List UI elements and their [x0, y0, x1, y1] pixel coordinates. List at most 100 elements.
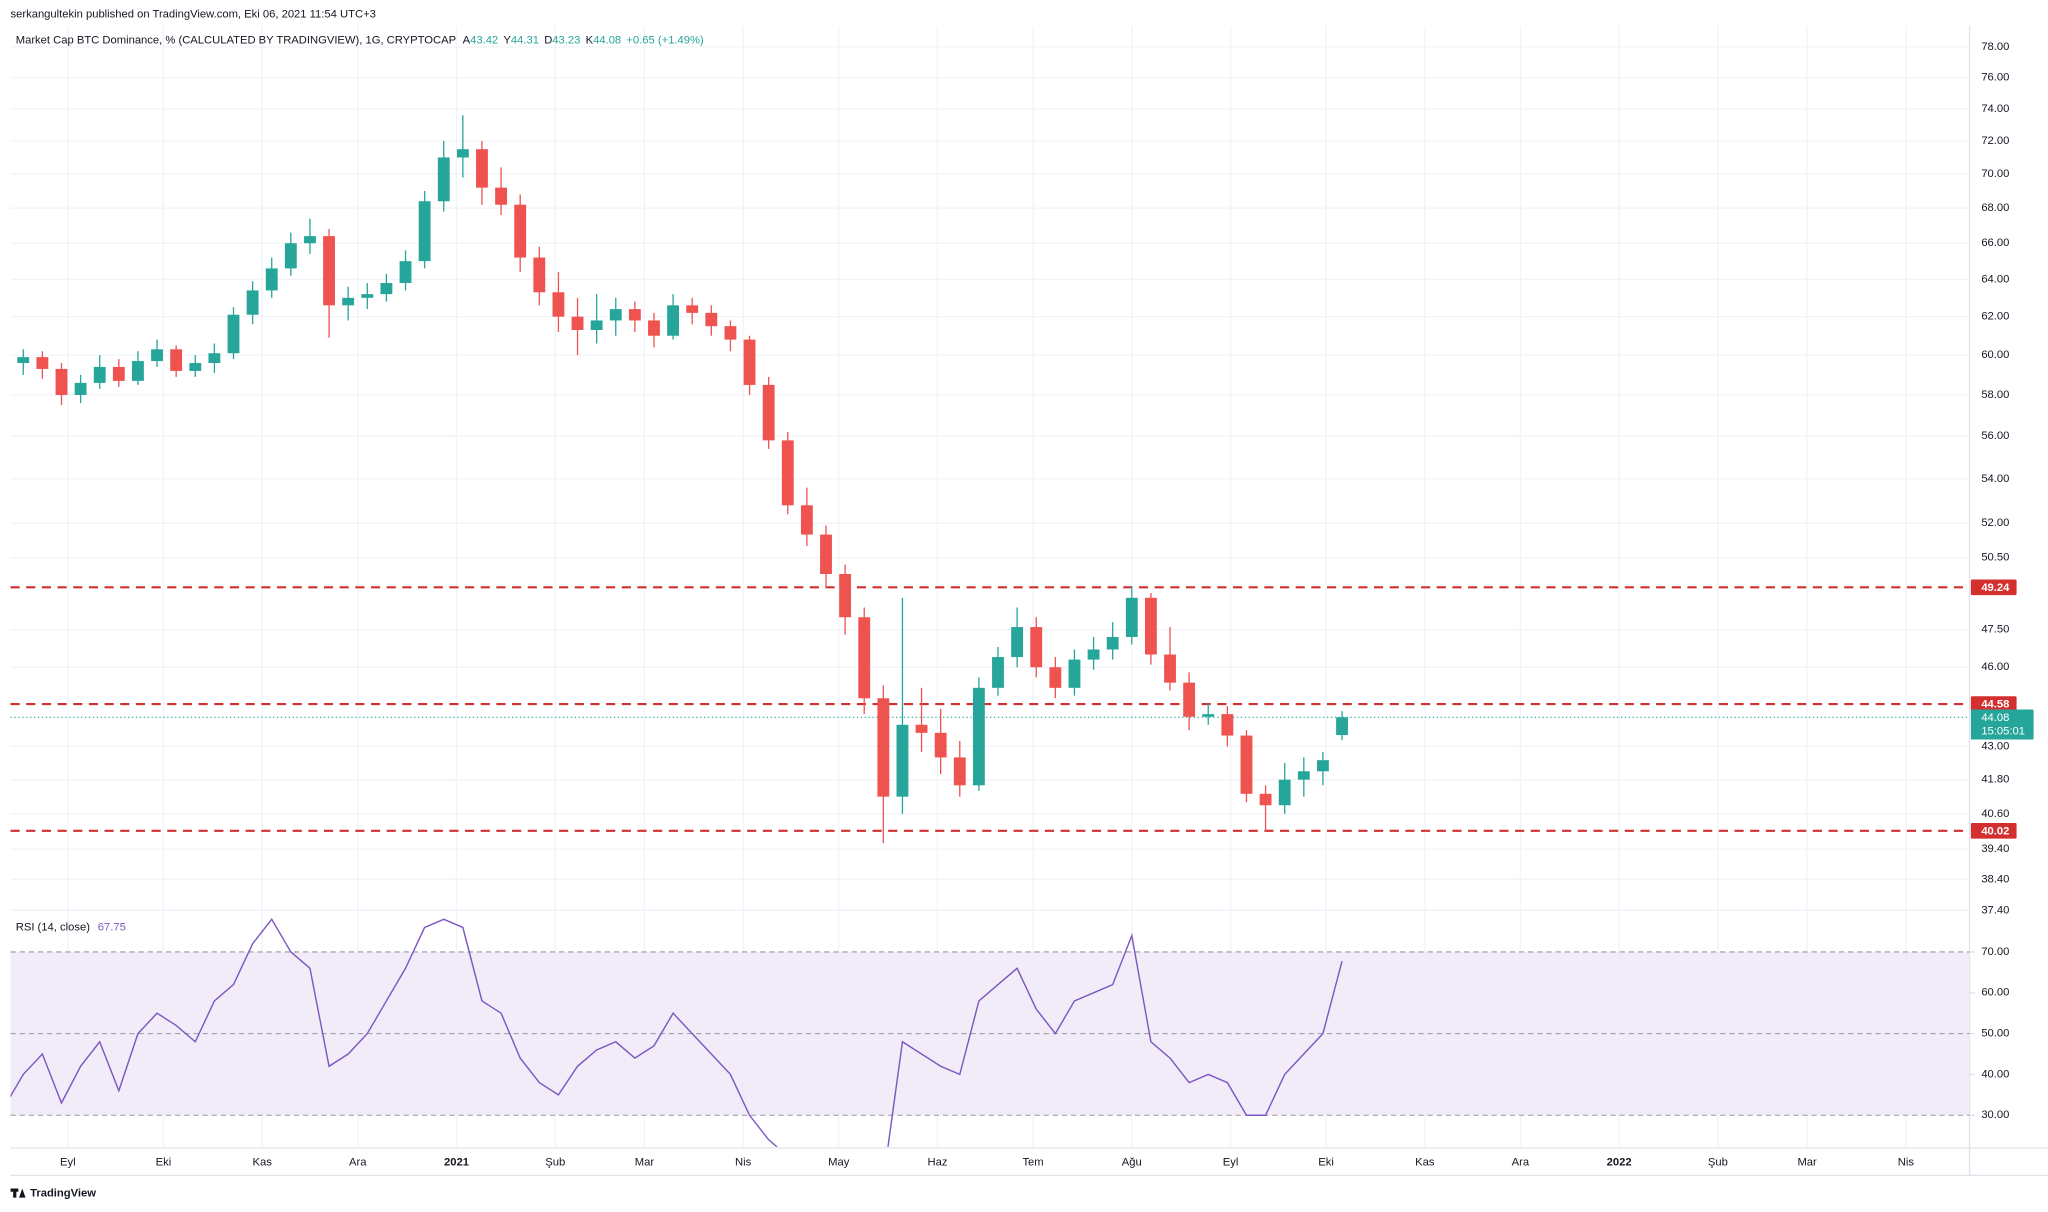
x-tick-label: Ara	[1512, 1156, 1530, 1168]
candle-body	[132, 361, 144, 381]
candle-body	[648, 320, 660, 336]
brand-logo	[10, 1188, 26, 1198]
y-tick-label: 74.00	[1981, 103, 2009, 115]
rsi-last-value: 67.75	[98, 921, 126, 933]
x-tick-label: Haz	[928, 1156, 948, 1168]
y-tick-label: 38.40	[1981, 873, 2009, 885]
y-tick-label: 68.00	[1981, 202, 2009, 214]
candles	[0, 115, 1348, 844]
y-tick-label: 47.50	[1981, 624, 2009, 636]
price-line-label-bg	[1970, 696, 2017, 712]
y-tick-label: 70.00	[1981, 946, 2009, 958]
last-price-label: 44.08	[1981, 712, 2009, 724]
x-tick-label: Ağu	[1122, 1156, 1142, 1168]
y-tick-label: 60.00	[1981, 349, 2009, 361]
candle-body	[1183, 682, 1196, 717]
y-tick-label: 78.00	[1981, 41, 2009, 53]
price-line-label: 44.58	[1981, 699, 2009, 711]
candle-body	[495, 187, 508, 205]
y-tick-label: 58.00	[1981, 389, 2009, 401]
candle-body	[1316, 760, 1329, 772]
y-tick-label: 30.00	[1981, 1109, 2009, 1121]
candle-body	[342, 297, 355, 306]
candle-body	[1202, 714, 1215, 717]
y-tick-label: 40.60	[1981, 808, 2009, 820]
y-tick-label: 72.00	[1981, 135, 2009, 147]
candle-body	[112, 366, 125, 381]
main-legend: Market Cap BTC Dominance, % (CALCULATED …	[16, 34, 704, 46]
y-tick-label: 50.50	[1981, 552, 2009, 564]
y-tick-label: 66.00	[1981, 237, 2009, 249]
candle-body	[1049, 667, 1062, 688]
candle-body	[93, 366, 106, 383]
x-tick-label: Eyl	[60, 1156, 76, 1168]
x-tick-label: May	[828, 1156, 850, 1168]
rsi-title: RSI (14, close)	[16, 921, 90, 933]
y-tick-label: 54.00	[1981, 473, 2009, 485]
candle-body	[1221, 714, 1234, 736]
candle-body	[896, 724, 909, 797]
candle-body	[552, 292, 565, 317]
candle-body	[571, 316, 584, 330]
candle-body	[189, 363, 202, 371]
candle-body	[208, 353, 221, 364]
candle-body	[705, 312, 718, 327]
candle-body	[877, 698, 890, 797]
x-tick-label: Ara	[349, 1156, 367, 1168]
y-tick-label: 46.00	[1981, 661, 2009, 673]
candle-body	[953, 757, 966, 786]
candle-body	[74, 382, 87, 395]
legend-ohlc-key: Y	[503, 34, 511, 46]
candle-body	[284, 243, 297, 269]
y-tick-label: 62.00	[1981, 311, 2009, 323]
rsi-legend: RSI (14, close) 67.75	[16, 921, 126, 933]
y-tick-label: 76.00	[1981, 71, 2009, 83]
candle-body	[1011, 627, 1024, 658]
x-tick-label: Kas	[252, 1156, 272, 1168]
candle-body	[151, 349, 163, 362]
candle-body	[628, 309, 641, 321]
candle-body	[476, 149, 488, 188]
rsi-line	[10, 918, 1343, 1147]
candle-body	[915, 724, 928, 733]
candle-body	[743, 339, 756, 385]
candle-body	[1125, 597, 1138, 637]
legend-change: +0.65 (+1.49%)	[626, 34, 704, 46]
legend-title: Market Cap BTC Dominance, % (CALCULATED …	[16, 34, 456, 46]
candle-body	[1144, 597, 1157, 655]
candle-body	[992, 657, 1004, 688]
candle-body	[1259, 793, 1272, 806]
candle-body	[1164, 654, 1176, 683]
x-tick-label: 2022	[1607, 1156, 1632, 1168]
candle-body	[1240, 735, 1253, 794]
y-tick-label: 40.00	[1981, 1068, 2009, 1080]
candle-body	[1336, 717, 1348, 736]
candle-body	[304, 236, 316, 244]
candle-body	[1278, 779, 1291, 806]
x-tick-label: Şub	[545, 1156, 565, 1168]
price-line-label: 49.24	[1981, 582, 2010, 594]
candle-body	[1087, 649, 1100, 660]
countdown-label: 15:05:01	[1981, 726, 2025, 738]
candle-body	[170, 349, 183, 371]
candle-body	[1068, 659, 1081, 688]
x-tick-label: Nis	[1898, 1156, 1915, 1168]
y-tick-label: 37.40	[1981, 904, 2009, 916]
legend-ohlc-value: 43.23	[552, 34, 580, 46]
y-tick-label: 56.00	[1981, 430, 2009, 442]
candle-body	[55, 368, 68, 395]
candle-body	[514, 204, 527, 258]
x-tick-label: Mar	[1797, 1156, 1817, 1168]
publisher: serkangultekin published on TradingView.…	[11, 8, 376, 20]
candle-body	[399, 261, 412, 284]
candle-body	[1297, 771, 1310, 780]
legend-ohlc-value: 43.42	[470, 34, 498, 46]
y-tick-label: 41.80	[1981, 774, 2009, 786]
candle-body	[667, 305, 680, 336]
y-tick-label: 70.00	[1981, 168, 2009, 180]
candle-body	[36, 357, 49, 369]
candle-body	[0, 363, 10, 369]
candle-body	[762, 384, 775, 441]
candle-body	[227, 314, 240, 354]
